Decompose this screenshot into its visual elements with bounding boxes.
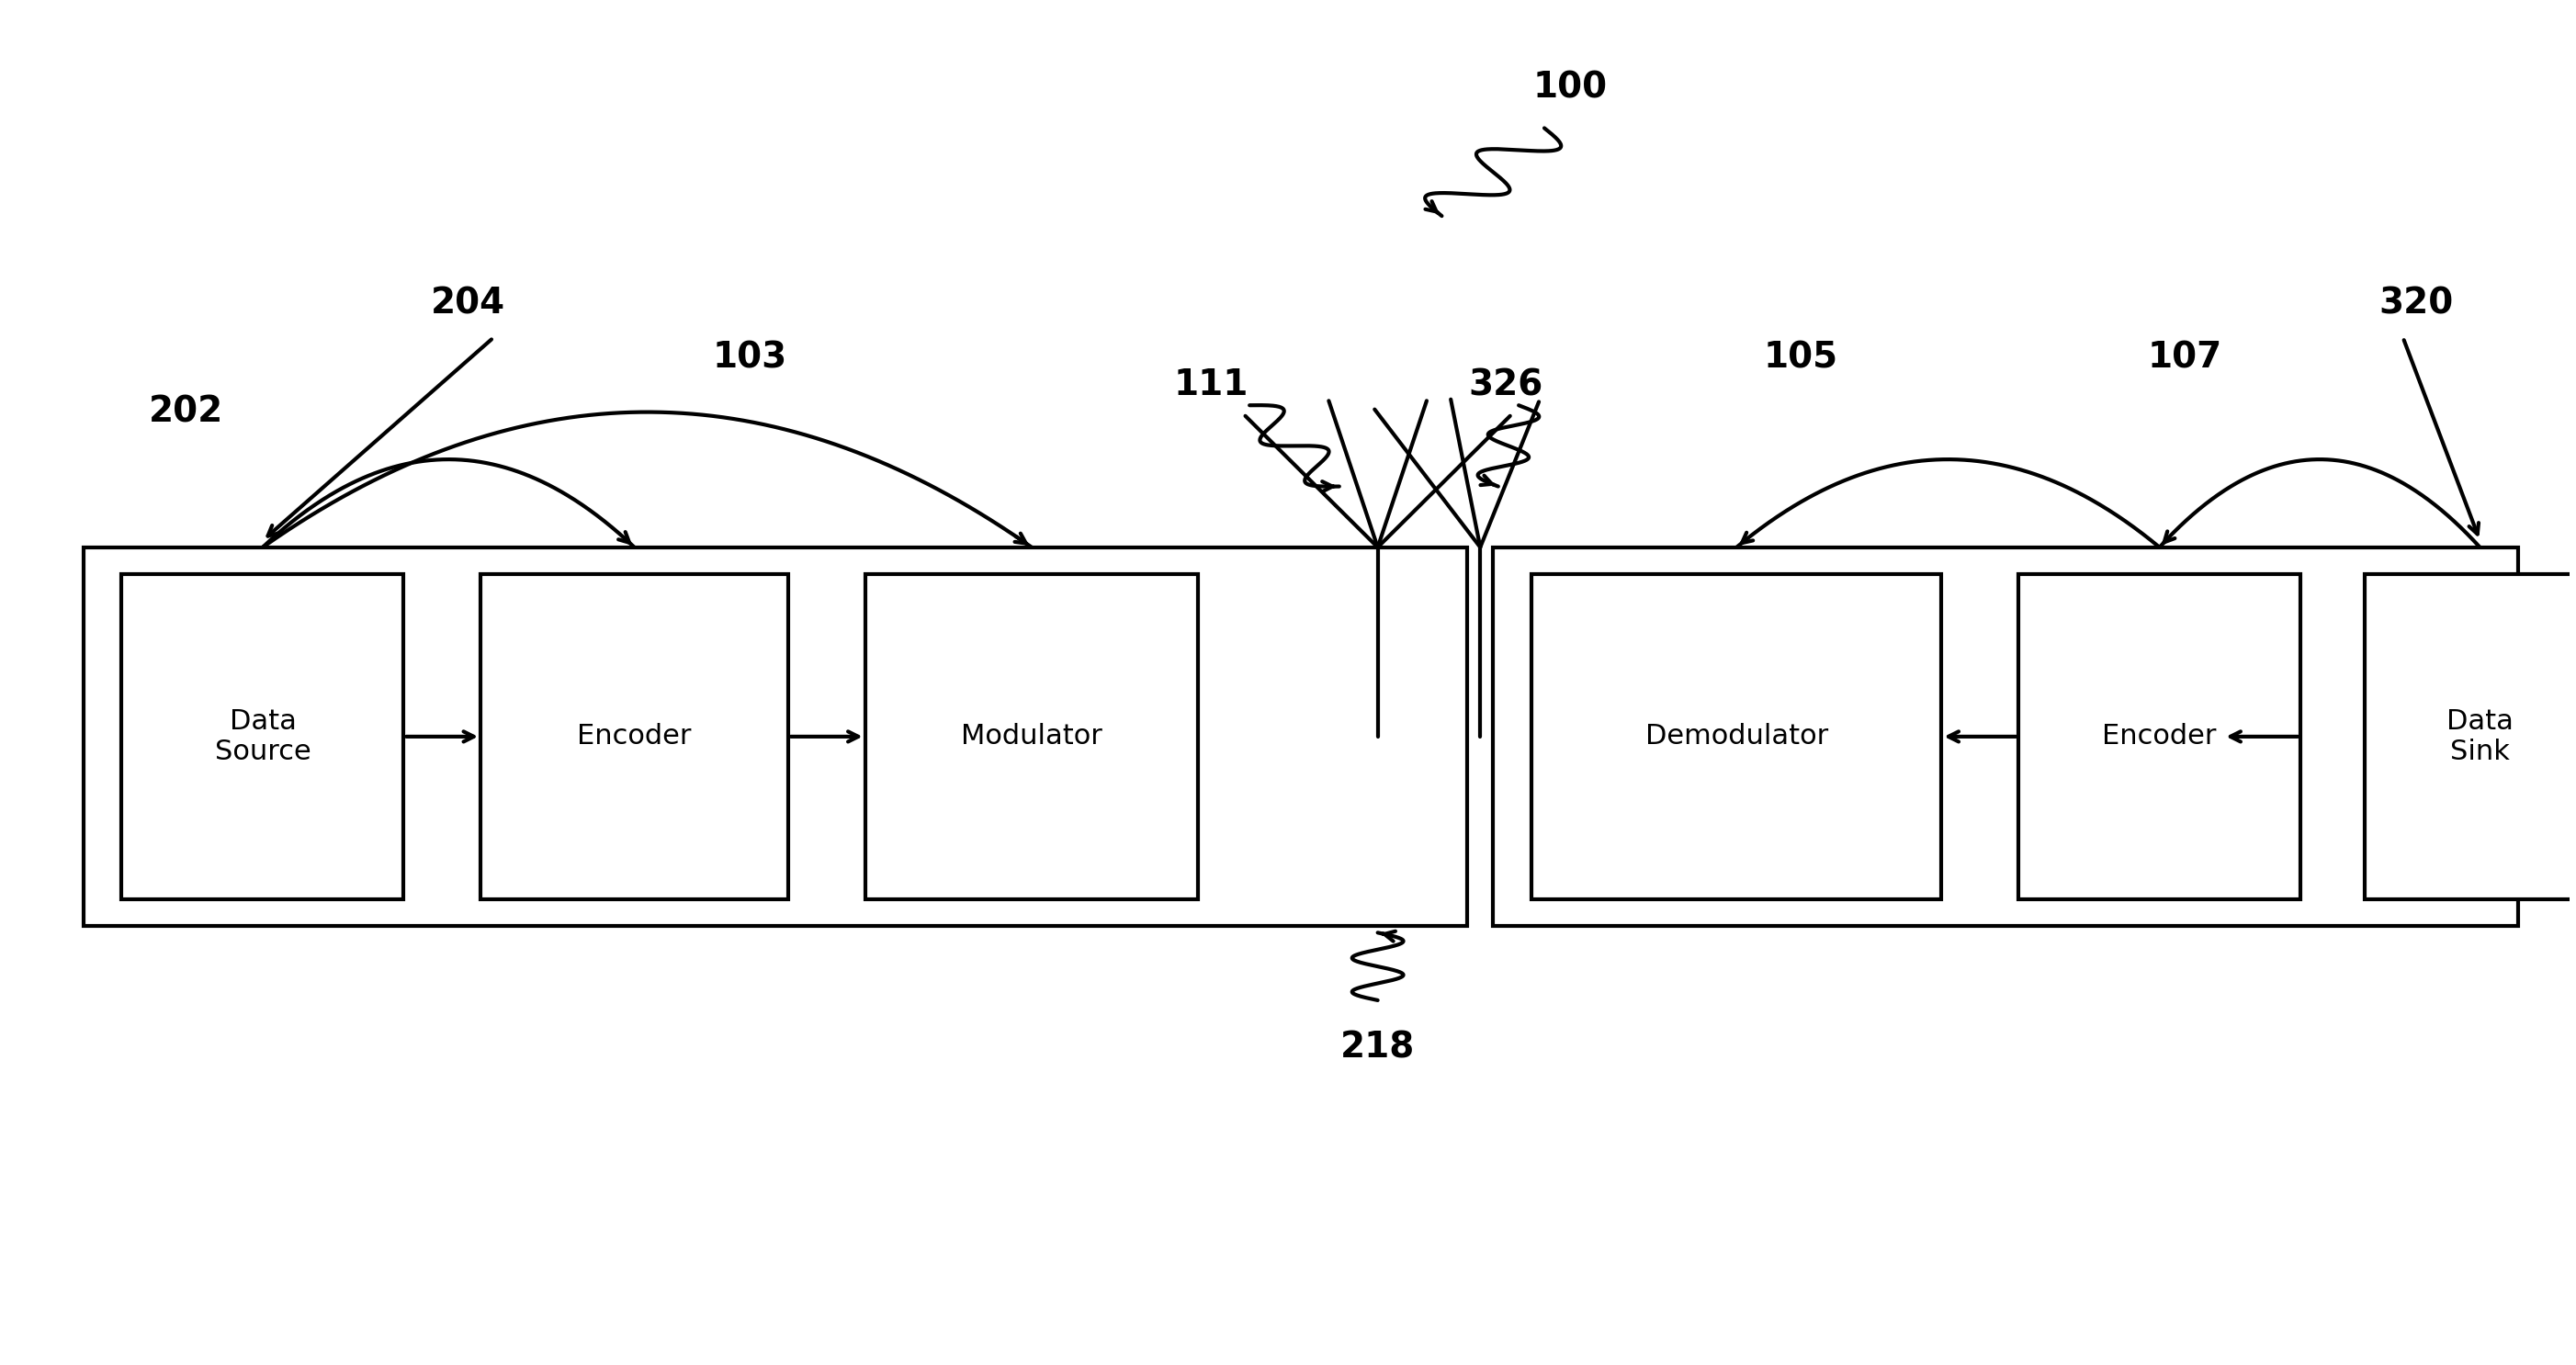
FancyBboxPatch shape: [2020, 575, 2300, 900]
Text: 111: 111: [1175, 367, 1249, 403]
Text: 100: 100: [1533, 70, 1607, 105]
Text: Data
Sink: Data Sink: [2447, 708, 2514, 766]
Text: 218: 218: [1340, 1031, 1414, 1065]
FancyBboxPatch shape: [2365, 575, 2576, 900]
Text: Demodulator: Demodulator: [1646, 723, 1829, 749]
Text: 105: 105: [1765, 340, 1837, 375]
Text: Data
Source: Data Source: [214, 708, 312, 766]
Text: Encoder: Encoder: [577, 723, 690, 749]
Text: Modulator: Modulator: [961, 723, 1103, 749]
FancyBboxPatch shape: [866, 575, 1198, 900]
FancyBboxPatch shape: [82, 547, 1468, 925]
FancyBboxPatch shape: [482, 575, 788, 900]
FancyBboxPatch shape: [121, 575, 404, 900]
Text: 103: 103: [714, 340, 788, 375]
Text: 204: 204: [430, 287, 505, 321]
Text: 202: 202: [149, 394, 224, 430]
Text: 107: 107: [2148, 340, 2223, 375]
Text: 326: 326: [1468, 367, 1543, 403]
Text: Encoder: Encoder: [2102, 723, 2218, 749]
FancyBboxPatch shape: [1533, 575, 1942, 900]
FancyBboxPatch shape: [1494, 547, 2519, 925]
Text: 320: 320: [2378, 287, 2452, 321]
